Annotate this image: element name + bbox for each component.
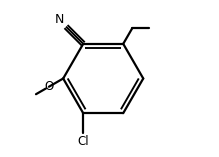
Text: O: O [44, 80, 53, 93]
Text: Cl: Cl [77, 135, 89, 148]
Text: N: N [54, 13, 64, 26]
